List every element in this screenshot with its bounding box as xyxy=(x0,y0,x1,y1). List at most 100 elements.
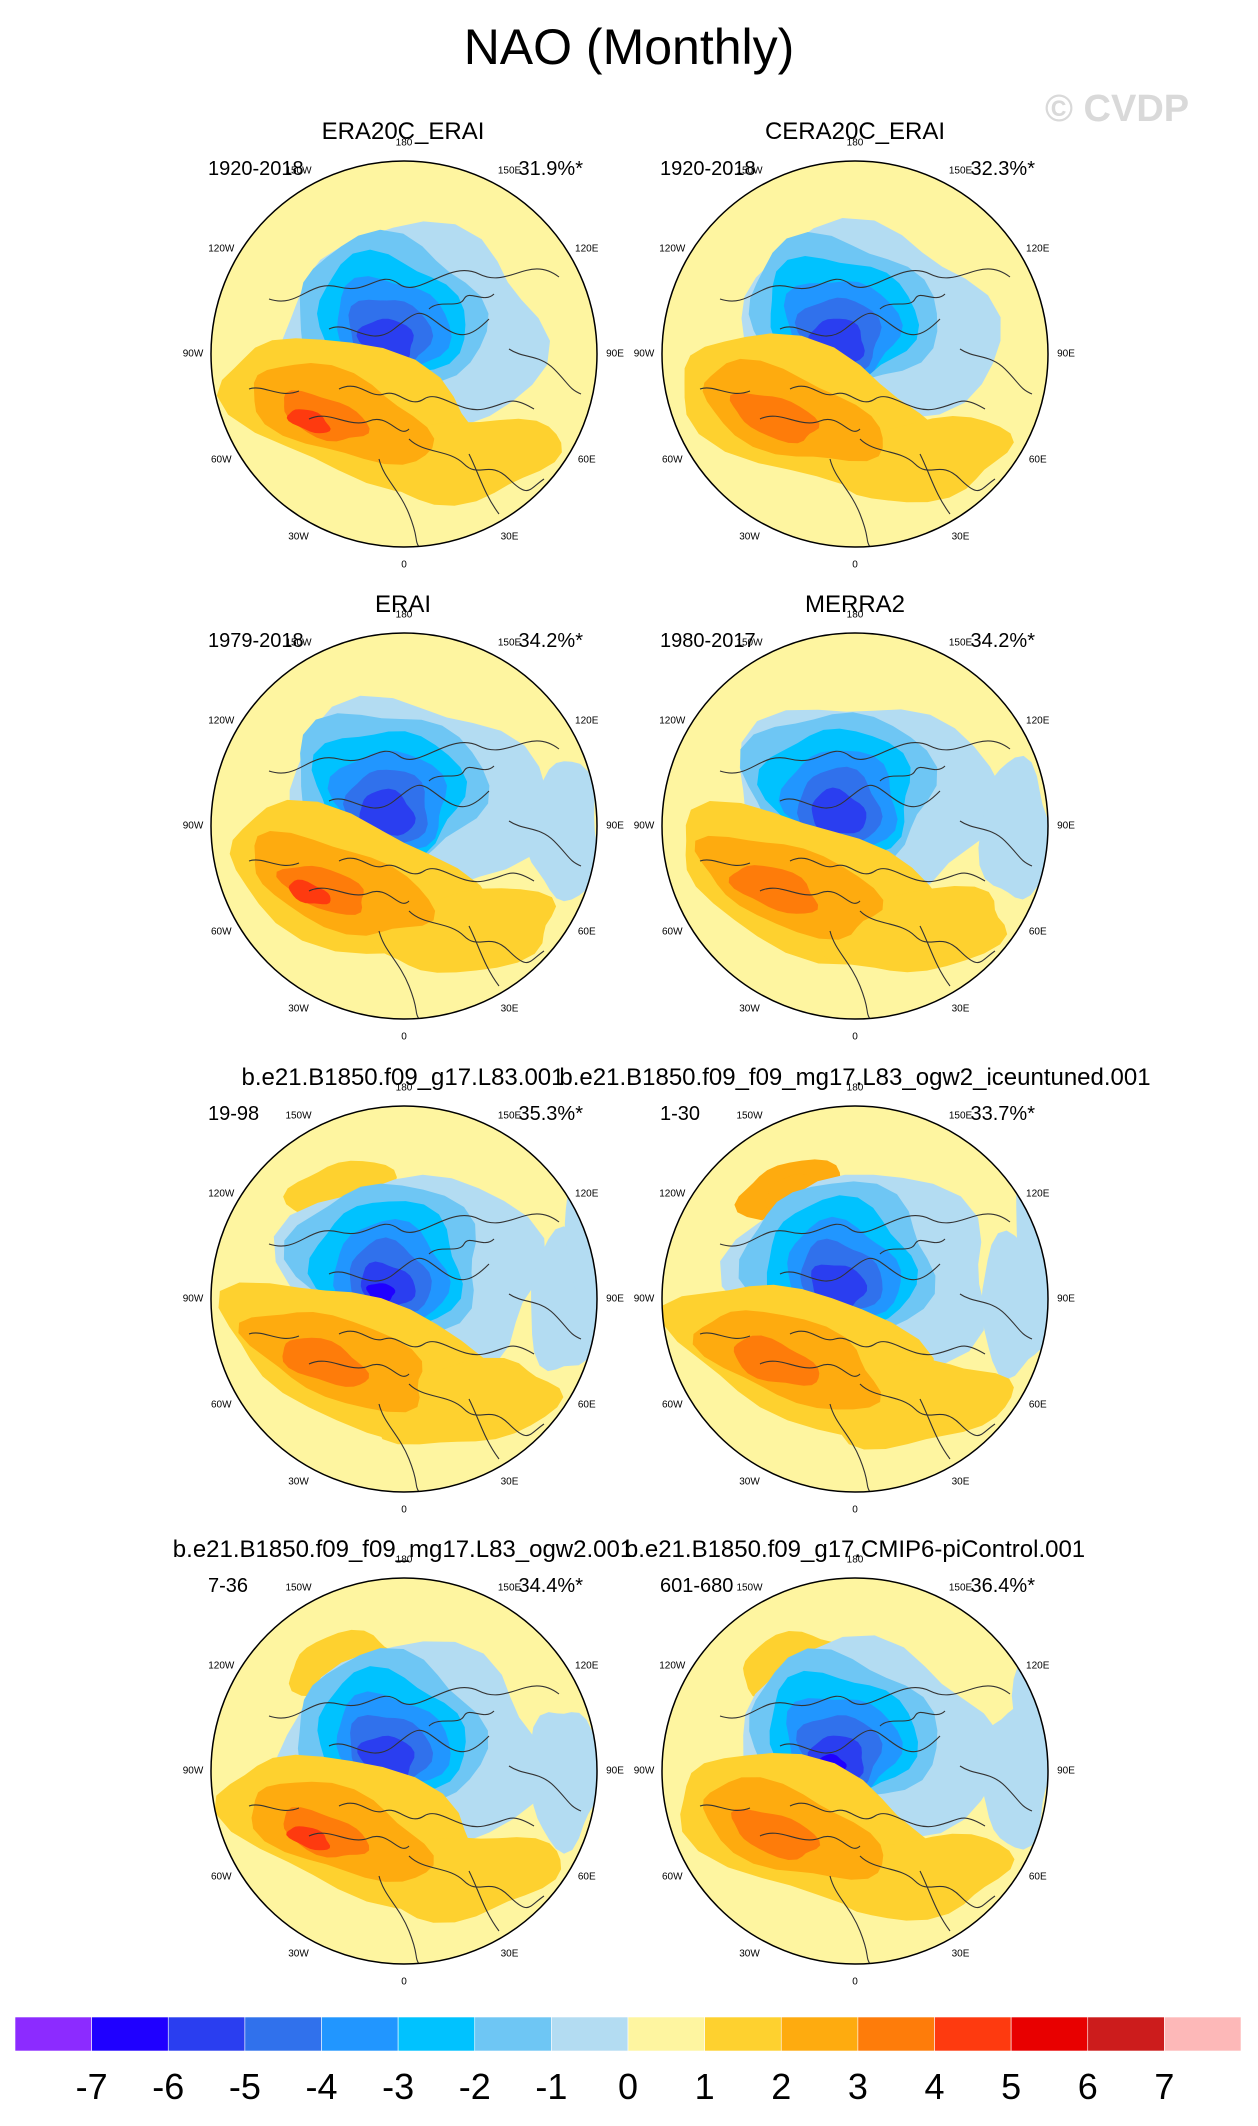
colorbar-swatch xyxy=(1087,2017,1165,2052)
panel-4-period: 1980-2017 xyxy=(660,630,756,652)
longitude-label: 30W xyxy=(288,1003,309,1015)
longitude-label: 0 xyxy=(852,559,858,571)
polar-map xyxy=(210,632,598,1020)
panel-2-title: CERA20C_ERAI xyxy=(764,118,946,145)
panel-4-title: MERRA2 xyxy=(804,591,906,618)
longitude-label: 0 xyxy=(401,1031,407,1043)
longitude-label: 150W xyxy=(736,165,763,177)
longitude-label: 180 xyxy=(395,609,413,621)
longitude-label: 150E xyxy=(948,1110,973,1122)
longitude-label: 60E xyxy=(1028,454,1047,465)
panel-2-period: 1920-2018 xyxy=(660,158,756,180)
panel-4-map: 180 150E 120E 90E 60E 30E 0 30W 60W 90W 120W 150W xyxy=(634,610,1075,1043)
longitude-label: 0 xyxy=(401,559,407,571)
panel-3-map: 180 150E 120E 90E 60E 30E 0 30W 60W 90W 120W 150W xyxy=(183,610,624,1043)
longitude-label: 30E xyxy=(951,1948,970,1960)
polar-map xyxy=(210,1105,598,1493)
longitude-label: 180 xyxy=(846,1554,864,1566)
panel-3-period: 1979-2018 xyxy=(208,630,304,652)
longitude-label: 60W xyxy=(661,1871,683,1882)
polar-map xyxy=(661,160,1049,548)
longitude-label: 150W xyxy=(736,1110,763,1122)
panel-8-period: 601-680 xyxy=(660,1575,734,1597)
polar-map xyxy=(661,632,1049,1020)
panel-1-map: 180 150E 120E 90E 60E 30E 0 30W 60W 90W 120W 150W xyxy=(183,138,624,571)
colorbar-swatch xyxy=(321,2017,399,2052)
panel-5-variance: 35.3%* xyxy=(518,1103,584,1125)
panel-3-title: ERAI xyxy=(374,591,432,618)
panel-8-map: 180 150E 120E 90E 60E 30E 0 30W 60W 90W 120W 150W xyxy=(634,1555,1075,1988)
colorbar-swatch xyxy=(551,2017,629,2052)
longitude-label: 120W xyxy=(208,715,235,726)
longitude-label: 120W xyxy=(659,715,686,726)
longitude-label: 150W xyxy=(736,1582,763,1594)
panel-3-variance: 34.2%* xyxy=(518,630,584,652)
longitude-label: 60E xyxy=(1028,1871,1047,1882)
figure-title: NAO (Monthly) xyxy=(463,19,795,75)
panel-1-variance: 31.9%* xyxy=(518,158,584,180)
colorbar-swatch xyxy=(627,2017,705,2052)
panel-6-title: b.e21.B1850.f09_f09_mg17.L83_ogw2_iceunt… xyxy=(559,1064,1151,1091)
colorbar-swatch xyxy=(1164,2017,1241,2052)
longitude-label: 90E xyxy=(1057,1765,1075,1777)
longitude-label: 120E xyxy=(1026,1660,1050,1671)
panel-8-variance: 36.4%* xyxy=(970,1575,1036,1597)
colorbar-swatch xyxy=(397,2017,476,2052)
colorbar-swatch xyxy=(15,2017,92,2052)
longitude-label: 60E xyxy=(577,1871,596,1882)
longitude-label: 90W xyxy=(633,348,655,360)
longitude-label: 60E xyxy=(577,1399,596,1410)
longitude-label: 150W xyxy=(285,165,312,177)
colorbar-swatch xyxy=(167,2017,246,2052)
longitude-label: 180 xyxy=(846,137,864,149)
panel-5-map: 180 150E 120E 90E 60E 30E 0 30W 60W 90W 120W 150W xyxy=(183,1083,624,1516)
polar-map xyxy=(661,1105,1049,1493)
panel-5-title: b.e21.B1850.f09_g17.L83.001 xyxy=(241,1064,565,1091)
longitude-label: 90W xyxy=(182,820,204,832)
longitude-label: 30E xyxy=(500,1948,519,1960)
longitude-label: 180 xyxy=(846,1082,864,1094)
longitude-label: 120E xyxy=(1026,715,1050,726)
colorbar-tick-label: 5 xyxy=(1001,2066,1022,2107)
longitude-label: 90W xyxy=(182,348,204,360)
longitude-label: 30W xyxy=(739,1476,760,1488)
longitude-label: 90W xyxy=(633,1765,655,1777)
longitude-label: 60W xyxy=(661,926,683,937)
colorbar-tick-label: -6 xyxy=(152,2066,185,2107)
panel-6-map: 180 150E 120E 90E 60E 30E 0 30W 60W 90W 120W 150W xyxy=(634,1083,1075,1516)
panel-7-variance: 34.4%* xyxy=(518,1575,584,1597)
longitude-label: 60E xyxy=(1028,1399,1047,1410)
longitude-label: 90W xyxy=(182,1293,204,1305)
longitude-label: 120W xyxy=(659,243,686,254)
longitude-label: 30E xyxy=(500,531,519,543)
colorbar-swatch xyxy=(474,2017,552,2052)
longitude-label: 90E xyxy=(1057,1293,1075,1305)
longitude-label: 0 xyxy=(401,1504,407,1516)
colorbar-swatch xyxy=(780,2017,859,2052)
colorbar-tick-label: -3 xyxy=(382,2066,415,2107)
longitude-label: 90E xyxy=(606,820,624,832)
longitude-label: 120W xyxy=(659,1188,686,1199)
longitude-label: 150E xyxy=(948,165,973,177)
colorbar-swatch xyxy=(857,2017,935,2052)
longitude-label: 150W xyxy=(285,637,312,649)
colorbar-tick-label: -4 xyxy=(305,2066,338,2107)
longitude-label: 150W xyxy=(736,637,763,649)
longitude-label: 60W xyxy=(210,1399,232,1410)
colorbar-swatch xyxy=(934,2017,1012,2052)
longitude-label: 30W xyxy=(739,1948,760,1960)
longitude-label: 0 xyxy=(852,1976,858,1988)
colorbar-swatch xyxy=(1010,2017,1089,2052)
longitude-label: 120W xyxy=(659,1660,686,1671)
longitude-label: 90W xyxy=(182,1765,204,1777)
colorbar-tick-label: 4 xyxy=(924,2066,945,2107)
longitude-label: 180 xyxy=(846,609,864,621)
longitude-label: 60E xyxy=(577,926,596,937)
longitude-label: 150E xyxy=(948,1582,973,1594)
longitude-label: 0 xyxy=(852,1504,858,1516)
longitude-label: 120E xyxy=(575,243,599,254)
longitude-label: 60W xyxy=(210,1871,232,1882)
longitude-label: 30W xyxy=(288,531,309,543)
longitude-label: 90E xyxy=(1057,348,1075,360)
longitude-label: 90W xyxy=(633,1293,655,1305)
